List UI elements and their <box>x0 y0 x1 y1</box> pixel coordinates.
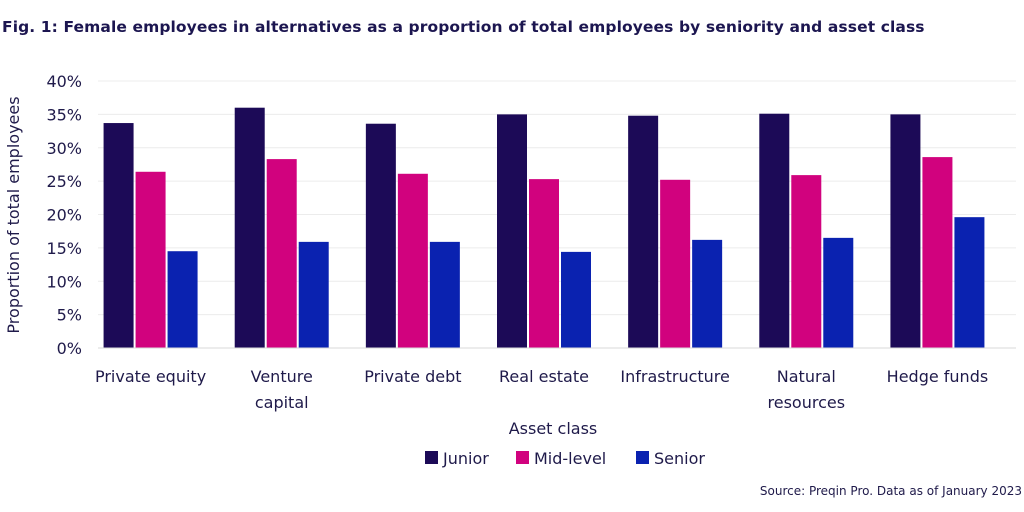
bar-junior <box>103 123 134 349</box>
bar-senior <box>823 237 854 348</box>
bar-mid-level <box>135 171 166 348</box>
y-tick-label: 15% <box>46 239 82 258</box>
y-tick-label: 35% <box>46 105 82 124</box>
x-category-label: Infrastructure <box>620 367 729 386</box>
bar-mid-level <box>266 159 297 348</box>
legend-label: Senior <box>654 449 705 468</box>
legend-label: Junior <box>442 449 489 468</box>
bar-junior <box>890 114 921 348</box>
legend-swatch <box>636 451 649 464</box>
bar-mid-level <box>791 175 822 348</box>
bar-senior <box>692 239 723 348</box>
bar-mid-level <box>922 157 953 348</box>
bar-senior <box>561 251 591 348</box>
chart-title: Fig. 1: Female employees in alternatives… <box>2 18 925 36</box>
x-category-label: Natural <box>777 367 836 386</box>
y-tick-label: 10% <box>46 272 82 291</box>
x-category-label: resources <box>768 393 846 412</box>
bar-senior <box>298 241 329 348</box>
x-axis-categories: Private equity Venture capital Private debt… <box>95 367 988 412</box>
y-tick-label: 5% <box>57 306 82 325</box>
bar-junior <box>759 113 790 349</box>
bar-junior <box>628 115 659 349</box>
bar-junior <box>365 123 396 348</box>
bar-junior <box>234 107 265 348</box>
y-tick-label: 25% <box>46 172 82 191</box>
x-category-label: Hedge funds <box>887 367 989 386</box>
x-category-label: Venture <box>251 367 313 386</box>
bar-mid-level <box>397 173 428 348</box>
x-category-label: capital <box>255 393 309 412</box>
y-axis-title: Proportion of total employees <box>4 96 23 333</box>
y-tick-label: 20% <box>46 206 82 225</box>
x-category-label: Real estate <box>499 367 589 386</box>
y-axis-ticks: 0% 5% 10% 15% 20% 25% 30% 35% 40% <box>46 72 82 358</box>
bars <box>103 107 985 349</box>
bar-senior <box>167 251 198 348</box>
legend-swatch <box>516 451 529 464</box>
source-note: Source: Preqin Pro. Data as of January 2… <box>759 484 1022 498</box>
x-category-label: Private equity <box>95 367 206 386</box>
x-category-label: Private debt <box>364 367 461 386</box>
bar-senior <box>429 241 460 348</box>
y-tick-label: 40% <box>46 72 82 91</box>
x-axis-title: Asset class <box>509 419 598 438</box>
legend: Junior Mid-level Senior <box>425 449 705 468</box>
bar-senior <box>954 217 985 348</box>
bar-mid-level <box>660 179 691 348</box>
bar-junior <box>497 114 527 348</box>
legend-swatch <box>425 451 438 464</box>
bar-mid-level <box>529 179 559 348</box>
y-tick-label: 30% <box>46 139 82 158</box>
legend-label: Mid-level <box>534 449 606 468</box>
y-tick-label: 0% <box>57 339 82 358</box>
